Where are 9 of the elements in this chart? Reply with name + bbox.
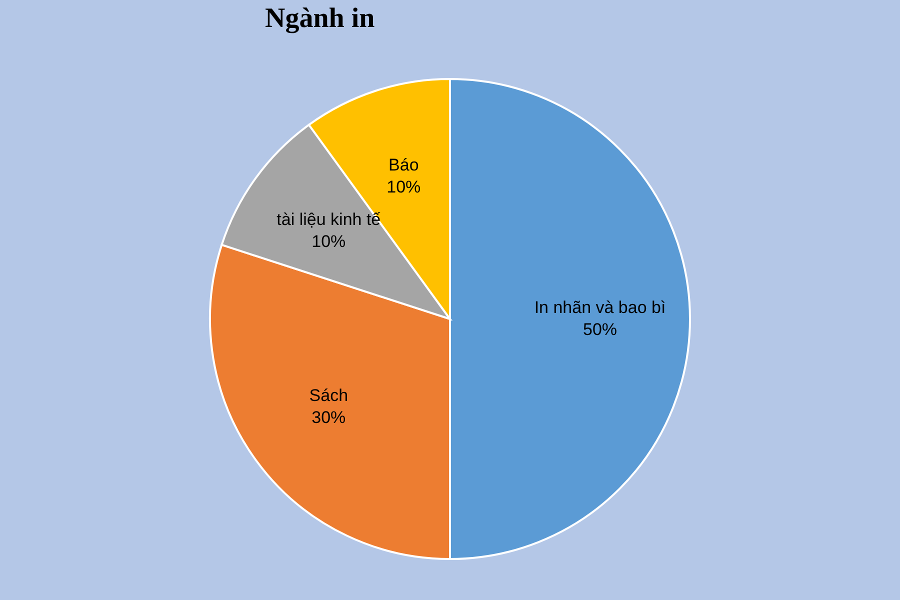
data-label: 30% [312, 408, 346, 428]
data-label: 10% [386, 177, 421, 196]
data-label: 10% [312, 232, 346, 251]
slice-label: Sách [309, 386, 348, 406]
chart-title: Ngành in [265, 3, 376, 34]
slice-label: In nhãn và bao bì [534, 298, 666, 317]
data-label: 50% [582, 320, 618, 339]
slice-label: Báo [388, 155, 419, 174]
slice-label: tài liệu kinh tế [276, 210, 382, 229]
